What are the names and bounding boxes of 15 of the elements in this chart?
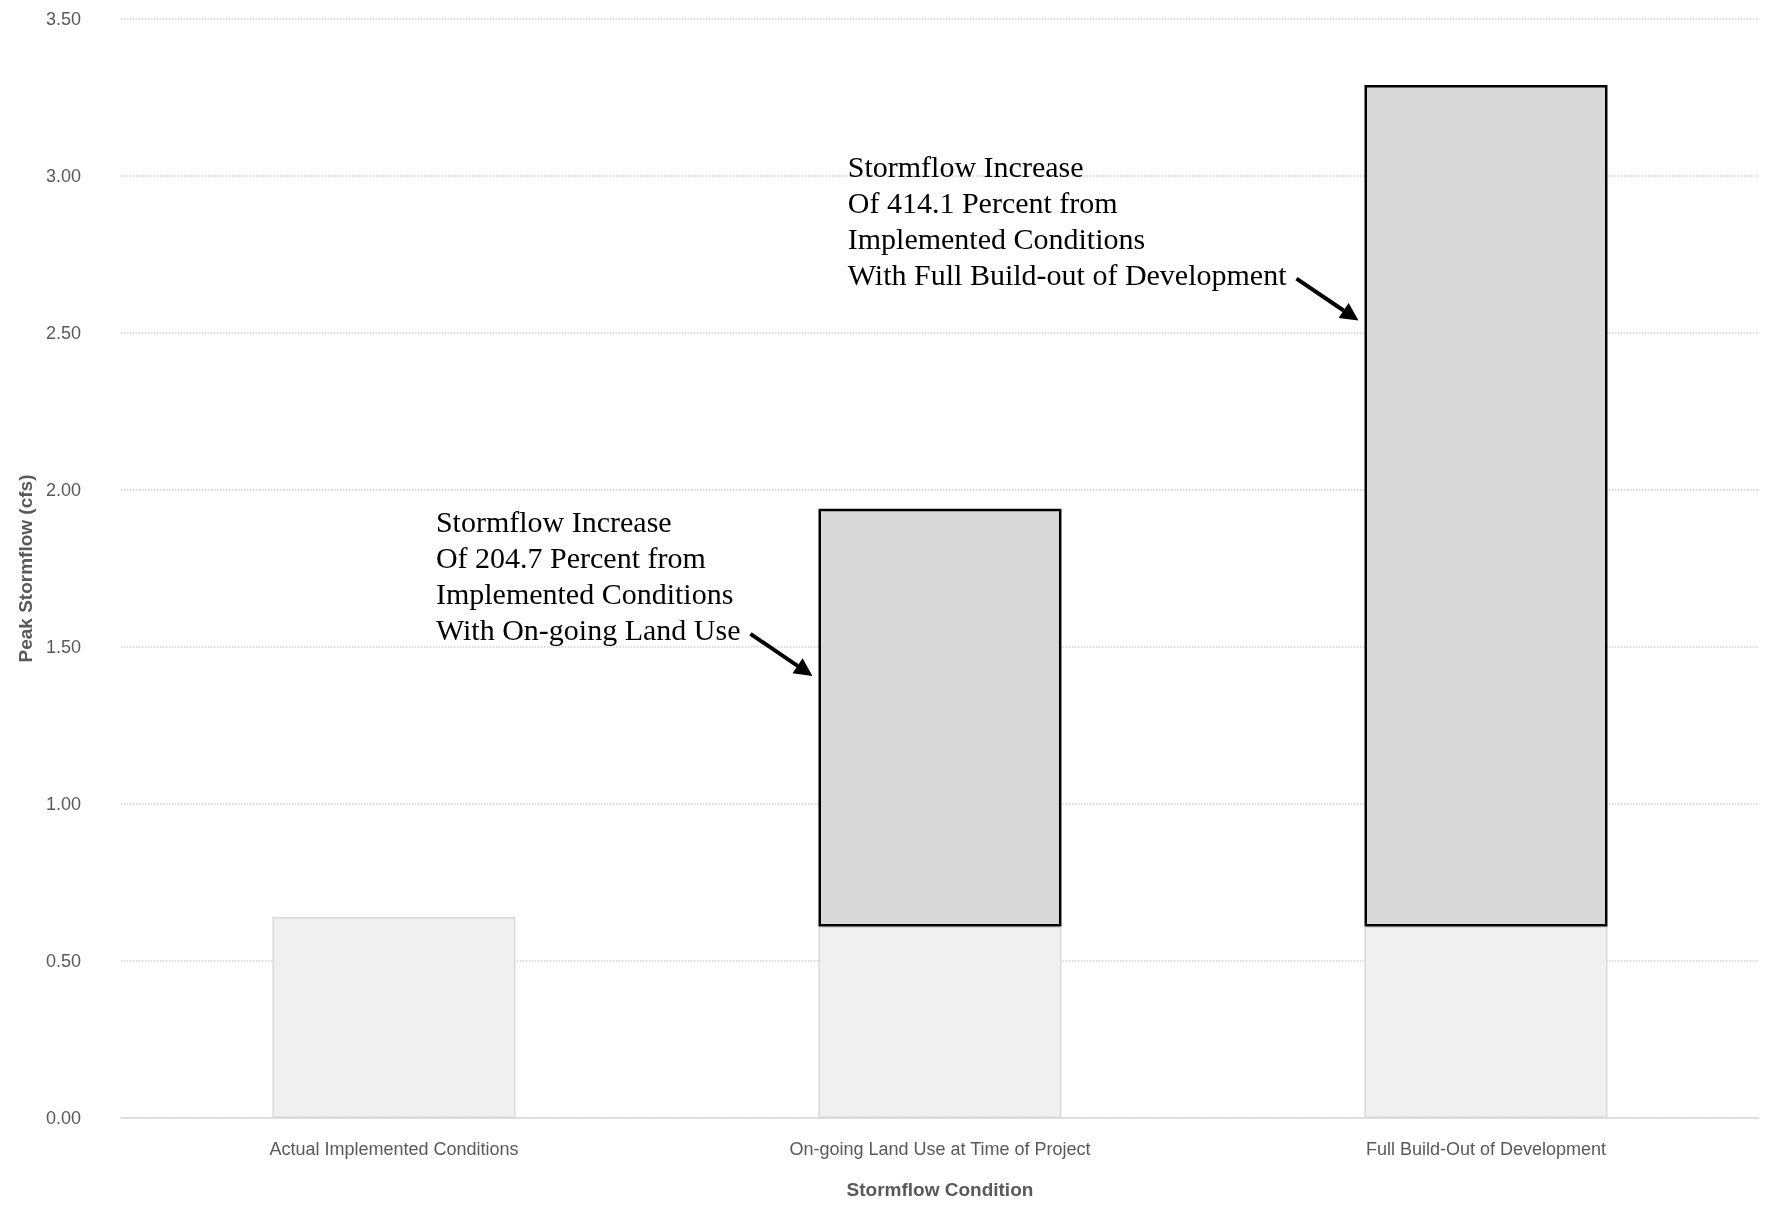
x-tick-label: Full Build-Out of Development (1365, 1139, 1607, 1159)
y-axis-title: Peak Stormflow (cfs) (15, 474, 36, 663)
y-tick-label: 1.00 (45, 794, 81, 814)
y-tick-label: 2.50 (45, 323, 81, 343)
y-tick-label: 3.00 (45, 166, 81, 186)
annotation: Stormflow Increase Of 204.7 Percent from Implemented Conditions With On-going Land Use (435, 505, 741, 647)
x-tick-label: On-going Land Use at Time of Project (789, 1139, 1091, 1159)
x-axis-title: Stormflow Condition (846, 1179, 1034, 1200)
y-tick-label: 0.50 (45, 951, 81, 971)
y-tick-label: 3.50 (45, 9, 81, 29)
y-tick-label: 0.00 (45, 1108, 81, 1128)
x-tick-label: Actual Implemented Conditions (269, 1139, 519, 1159)
y-tick-label: 2.00 (45, 480, 81, 500)
annotation: Stormflow Increase Of 414.1 Percent from Implemented Conditions With Full Build-out of Development (847, 150, 1288, 292)
y-tick-label: 1.50 (45, 637, 81, 657)
